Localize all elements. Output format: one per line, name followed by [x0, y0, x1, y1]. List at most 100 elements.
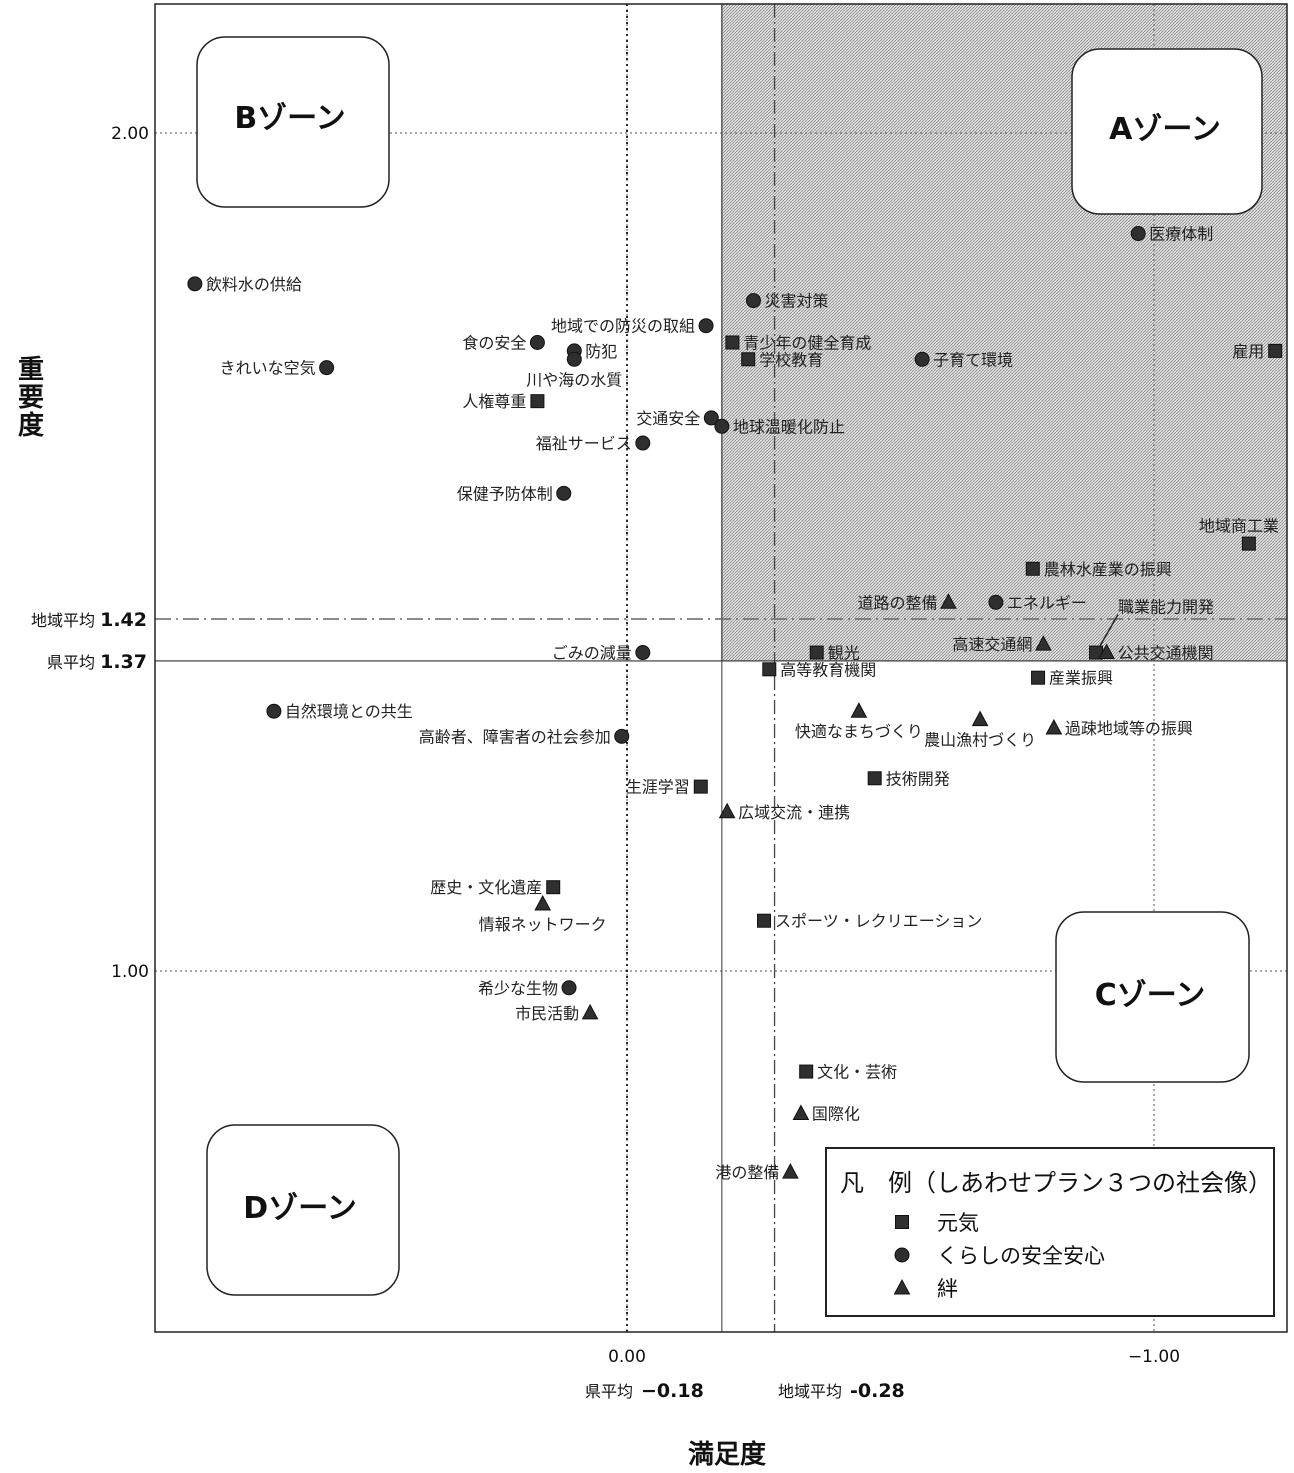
zone-c-box: Cゾーン	[1055, 911, 1250, 1083]
point-label: 情報ネットワーク	[479, 915, 607, 934]
x-tick-label: −1.00	[1128, 1347, 1180, 1367]
circle-marker	[529, 335, 545, 350]
grid-lines	[155, 4, 1287, 1332]
point-label: 公共交通機関	[1118, 644, 1214, 663]
square-marker	[1025, 561, 1040, 576]
county-average-x-annotation: 県平均 −0.18	[585, 1380, 704, 1402]
point-label: 希少な生物	[478, 979, 558, 998]
average-name: 地域平均	[31, 611, 95, 630]
legend-item-label: くらしの安全安心	[937, 1244, 1105, 1268]
point-label: 産業振興	[1049, 669, 1113, 688]
triangle-marker	[718, 802, 736, 819]
y-tick-label: 2.00	[111, 124, 149, 144]
point-label: 学校教育	[759, 350, 823, 369]
point-label: 高齢者、障害者の社会参加	[419, 727, 611, 746]
square-marker	[1241, 536, 1256, 551]
county-average-y-annotation: 1.37 県平均	[47, 651, 147, 673]
point-label: 歴史・文化遺産	[430, 878, 542, 897]
point-label: 農山漁村づくり	[924, 731, 1036, 750]
circle-marker	[566, 351, 582, 367]
triangle-marker	[940, 593, 957, 609]
circle-marker	[1130, 226, 1146, 242]
triangle-marker	[782, 1163, 799, 1179]
triangle-marker	[792, 1104, 810, 1120]
triangle-marker	[1034, 635, 1052, 651]
average-value: −0.18	[641, 1380, 704, 1402]
point-label: ごみの減量	[552, 644, 632, 663]
circle-marker	[698, 318, 714, 334]
square-marker	[530, 394, 545, 409]
plot-frame	[154, 3, 1288, 1333]
average-name: 県平均	[585, 1382, 633, 1401]
leader-line	[1098, 614, 1119, 648]
square-marker	[1031, 670, 1046, 685]
square-marker	[757, 913, 772, 928]
circle-marker	[988, 594, 1004, 610]
point-label: 港の整備	[715, 1163, 779, 1182]
circle-marker	[635, 645, 651, 661]
legend-triangle-marker	[893, 1278, 911, 1295]
square-marker	[799, 1064, 814, 1079]
point-label: 地域商工業	[1199, 517, 1279, 536]
point-label: 道路の整備	[857, 593, 937, 612]
circle-marker	[714, 418, 730, 434]
legend-square-marker	[895, 1215, 909, 1229]
square-marker	[1268, 343, 1283, 358]
circle-marker	[266, 703, 282, 719]
point-label: 農林水産業の振興	[1044, 560, 1172, 579]
point-label: 交通安全	[636, 409, 700, 428]
y-tick-label: 1.00	[111, 962, 149, 982]
point-label: 市民活動	[515, 1004, 579, 1023]
point-label: きれいな空気	[220, 359, 316, 378]
square-marker	[741, 352, 756, 367]
circle-marker	[745, 293, 761, 309]
point-label: 生涯学習	[626, 778, 690, 797]
point-label: 子育て環境	[933, 350, 1013, 369]
x-tick-label: 0.00	[608, 1347, 646, 1367]
point-label: 観光	[828, 644, 860, 663]
square-marker	[762, 662, 777, 677]
average-value: -0.28	[850, 1380, 905, 1402]
circle-marker	[635, 435, 651, 451]
average-name: 地域平均	[778, 1382, 842, 1401]
zone-d-box: Dゾーン	[206, 1124, 400, 1296]
point-label: 保健予防体制	[457, 484, 553, 503]
zone-c-label: Cゾーン	[1095, 978, 1206, 1013]
point-label: 過疎地域等の振興	[1065, 719, 1193, 738]
x-axis-title: 満足度	[688, 1439, 766, 1470]
legend-item-label: 絆	[937, 1277, 958, 1301]
point-label: 飲料水の供給	[206, 275, 302, 294]
circle-marker	[561, 980, 577, 996]
point-label: 技術開発	[886, 769, 950, 788]
point-label: エネルギー	[1007, 593, 1087, 612]
square-marker	[867, 771, 882, 786]
circle-marker	[614, 728, 630, 744]
zone-b-label: Bゾーン	[234, 101, 345, 136]
point-label: 医療体制	[1149, 225, 1213, 244]
point-label: 自然環境との共生	[285, 702, 413, 721]
point-label: 地域での防災の取組	[551, 317, 695, 336]
triangle-marker	[971, 710, 989, 727]
point-label: 文化・芸術	[817, 1063, 897, 1082]
circle-marker	[914, 351, 930, 367]
circle-marker	[556, 485, 572, 501]
point-label: 防犯	[585, 342, 617, 361]
point-label: 高速交通網	[952, 635, 1032, 654]
circle-marker	[703, 410, 719, 426]
square-marker	[809, 645, 824, 660]
regional-average-x-annotation: 地域平均 -0.28	[778, 1380, 905, 1402]
axis-ticks: 2.00 1.00 0.00 −1.00	[111, 124, 1180, 1367]
legend-title: 凡 例（しあわせプラン３つの社会像）	[840, 1169, 1272, 1197]
point-label: 国際化	[812, 1104, 860, 1123]
reference-lines	[155, 4, 1287, 1332]
zone-d-label: Dゾーン	[243, 1191, 356, 1226]
square-marker	[725, 335, 740, 350]
point-label: スポーツ・レクリエーション	[775, 912, 982, 931]
